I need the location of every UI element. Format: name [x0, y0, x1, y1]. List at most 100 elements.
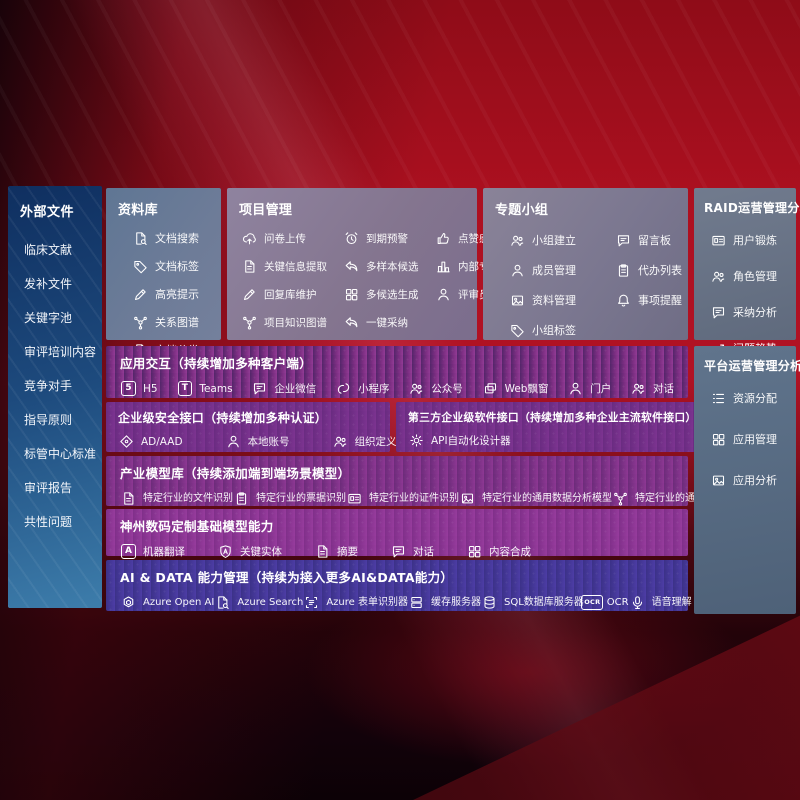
feature-item: 应用管理	[710, 431, 792, 448]
right-column: RAID运营管理分析 用户锻炼角色管理采纳分析问题趋势 平台运营管理分析 资源分…	[694, 188, 800, 614]
project-management-panel: 项目管理 问卷上传到期预警点赞感谢关键信息提取多样本候选内部专家排名回复库维护多…	[227, 188, 521, 340]
security-interface-panel: 企业级安全接口（持续增加多种认证） AD/AAD 本地账号 组织定义	[106, 402, 397, 452]
platform-items: 资源分配应用管理应用分析	[704, 374, 792, 489]
feature-label: Azure 表单识别器	[326, 596, 408, 608]
feature-item: 特定行业的票据识别	[233, 490, 346, 507]
feature-item: AD/AAD	[118, 433, 183, 450]
feature-item: 对话	[630, 380, 674, 397]
sidebar-item: 临床文献	[24, 243, 73, 257]
feature-item: Azure Open AI	[120, 594, 214, 611]
alarm-icon	[343, 230, 360, 247]
panel-title: 专题小组	[495, 203, 549, 218]
pen-icon	[241, 286, 258, 303]
third-party-interface-panel: 第三方企业级软件接口（持续增加多种企业主流软件接口） API自动化设计器	[396, 402, 705, 452]
network-icon	[241, 314, 258, 331]
grid-icon	[710, 431, 727, 448]
feature-label: 问卷上传	[264, 232, 306, 245]
window-icon	[482, 380, 499, 397]
doc-icon	[314, 543, 331, 560]
band-title: 第三方企业级软件接口（持续增加多种企业主流软件接口）	[408, 411, 697, 424]
person-icon	[509, 262, 526, 279]
feature-item: 对话	[390, 543, 434, 560]
feature-label: 角色管理	[733, 269, 777, 283]
feature-item: API自动化设计器	[408, 432, 511, 449]
people-icon	[630, 380, 647, 397]
sidebar-item: 审评培训内容	[24, 345, 97, 359]
feature-item: 到期预警	[343, 230, 435, 247]
feature-item: Azure Search	[214, 594, 303, 611]
people-icon	[509, 232, 526, 249]
feature-label: AD/AAD	[141, 435, 183, 448]
feature-item: 代办列表	[615, 262, 682, 279]
feature-item: 多样本候选	[343, 258, 435, 275]
feature-item: 摘要	[314, 543, 358, 560]
feature-label: 成员管理	[532, 263, 576, 277]
feature-label: 特定行业的票据识别	[256, 492, 346, 504]
base-models-items: A 机器翻译 关键实体 摘要 对话 内容合成	[120, 543, 674, 560]
feature-item: 事项提醒	[615, 292, 682, 309]
feature-label: 应用管理	[733, 432, 777, 446]
feature-label: 留言板	[638, 233, 671, 247]
teams-badge-icon: T	[176, 380, 193, 397]
feature-item: Azure 表单识别器	[303, 594, 408, 611]
thumbs-up-icon	[435, 230, 452, 247]
feature-item: 企业微信	[251, 380, 316, 397]
clipboard-icon	[615, 262, 632, 279]
doc-search-icon	[132, 230, 149, 247]
feature-item: 应用分析	[710, 472, 792, 489]
background-streaks	[0, 0, 800, 220]
feature-label: Azure Open AI	[143, 596, 215, 608]
third-party-items: API自动化设计器	[408, 432, 697, 449]
chat-icon	[615, 232, 632, 249]
feature-label: Web飘窗	[504, 382, 549, 395]
feature-item: 高亮提示	[132, 286, 213, 303]
form-icon	[303, 594, 320, 611]
feature-label: SQL数据库服务器	[504, 596, 584, 608]
feature-item: OCR OCR	[581, 594, 629, 611]
feature-label: 关键实体	[240, 545, 282, 558]
image-icon	[509, 292, 526, 309]
feature-item: 用户锻炼	[710, 232, 792, 249]
feature-label: 用户锻炼	[733, 233, 777, 247]
mini-program-icon	[335, 380, 352, 397]
people-icon	[710, 268, 727, 285]
feature-label: 关键信息提取	[264, 260, 327, 273]
bell-icon	[615, 292, 632, 309]
openai-icon	[120, 594, 137, 611]
network-icon	[132, 314, 149, 331]
feature-label: 小组标签	[532, 323, 576, 337]
feature-label: 对话	[652, 382, 674, 395]
ai-data-items: Azure Open AI Azure Search Azure 表单识别器 缓存服务…	[120, 594, 733, 611]
feature-item: 采纳分析	[710, 304, 792, 321]
network-icon	[612, 490, 629, 507]
clipboard-icon	[233, 490, 250, 507]
panel-title: 项目管理	[239, 203, 293, 218]
industry-models-band: 产业模型库（持续添加端到端场景模型） 特定行业的文件识别 特定行业的票据识别 特定行…	[106, 456, 765, 507]
feature-label: 特定行业的通用数据分析模型	[482, 492, 612, 504]
feature-item: A 机器翻译	[120, 543, 185, 560]
feature-item: 组织定义	[332, 433, 397, 450]
external-files-panel: 外部文件 临床文献 发补文件 关键字池 审评培训内容 竞争对手 指导原则 标管中心标准 审评报…	[8, 186, 102, 608]
panel-title: RAID运营管理分析	[704, 201, 800, 215]
feature-label: 代办列表	[638, 263, 682, 277]
sidebar-item: 共性问题	[24, 515, 73, 529]
reply-arrow-icon	[343, 314, 360, 331]
sidebar-item: 标管中心标准	[24, 447, 97, 461]
ocr-badge-icon: OCR	[581, 594, 604, 611]
feature-label: 关系图谱	[155, 315, 199, 329]
feature-item: 回复库维护	[241, 286, 343, 303]
feature-label: OCR	[606, 596, 629, 608]
feature-label: Azure Search	[237, 596, 304, 608]
feature-item: 问卷上传	[241, 230, 343, 247]
feature-item: 角色管理	[710, 268, 792, 285]
feature-item: SQL数据库服务器	[481, 594, 584, 611]
feature-item: 特定行业的文件识别	[120, 490, 233, 507]
ranking-icon	[435, 258, 452, 275]
feature-item: 资源分配	[710, 390, 792, 407]
feature-label: 采纳分析	[733, 305, 777, 319]
feature-label: 语音理解	[651, 596, 692, 608]
band-title: 应用交互（持续增加多种客户端）	[120, 356, 313, 371]
topic-groups-items: 小组建立 留言板 成员管理 代办列表 资料管理 事项提醒 小组标签	[495, 218, 682, 339]
feature-item: 小组建立	[509, 232, 615, 249]
